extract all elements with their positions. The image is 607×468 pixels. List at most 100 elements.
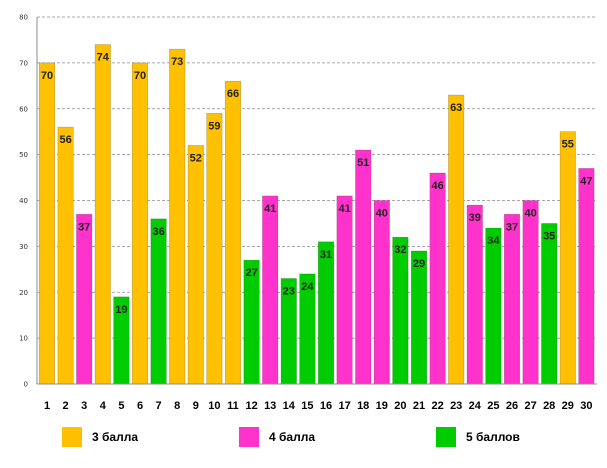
data-label-17: 41 <box>338 203 350 215</box>
x-tick-label-14: 14 <box>283 400 296 412</box>
x-tick-label-25: 25 <box>487 400 499 412</box>
bar-11 <box>224 80 242 385</box>
data-label-25: 34 <box>487 235 500 247</box>
bar-6 <box>131 62 149 385</box>
bar-30 <box>578 168 595 385</box>
x-tick-label-3: 3 <box>81 400 87 412</box>
legend-item-3: 3 балла <box>62 427 138 447</box>
data-label-13: 41 <box>264 203 276 215</box>
bar-4 <box>94 44 111 385</box>
data-label-2: 56 <box>59 134 71 146</box>
x-tick-label-11: 11 <box>227 400 239 412</box>
x-tick-label-8: 8 <box>174 400 180 412</box>
y-tick-label: 40 <box>19 197 28 205</box>
data-label-10: 59 <box>208 120 220 132</box>
bar-1 <box>38 62 56 385</box>
x-tick-label-5: 5 <box>118 400 124 412</box>
bar-21 <box>410 250 428 385</box>
x-tick-label-2: 2 <box>63 400 69 412</box>
bar-26 <box>503 213 521 385</box>
data-label-23: 63 <box>450 102 462 114</box>
legend-label-4: 4 балла <box>269 430 316 444</box>
y-tick-label: 50 <box>19 151 28 159</box>
x-tick-label-15: 15 <box>301 400 313 412</box>
data-label-5: 19 <box>115 304 127 316</box>
y-tick-label: 70 <box>19 59 28 67</box>
data-label-4: 74 <box>97 52 110 64</box>
data-label-9: 52 <box>190 152 202 164</box>
x-tick-label-27: 27 <box>524 400 536 412</box>
x-tick-label-9: 9 <box>193 400 199 412</box>
data-label-16: 31 <box>320 249 332 261</box>
x-tick-label-28: 28 <box>543 400 555 412</box>
data-label-20: 32 <box>394 244 406 256</box>
legend-item-5: 5 баллов <box>436 427 520 447</box>
data-label-11: 66 <box>227 88 239 100</box>
y-axis: 0 10 20 30 40 50 60 70 80 <box>19 14 38 389</box>
x-tick-label-18: 18 <box>357 400 369 412</box>
bar-17 <box>336 195 353 385</box>
bar-7 <box>150 218 167 385</box>
legend-swatch-4 <box>239 427 259 447</box>
x-tick-label-1: 1 <box>44 400 50 412</box>
x-tick-label-19: 19 <box>376 400 388 412</box>
data-label-21: 29 <box>413 258 425 270</box>
bar-2 <box>57 126 74 385</box>
x-tick-label-30: 30 <box>580 400 592 412</box>
data-label-26: 37 <box>506 221 518 233</box>
x-tick-label-22: 22 <box>431 400 443 412</box>
data-label-27: 40 <box>524 208 536 220</box>
y-tick-label: 10 <box>19 335 28 343</box>
data-label-28: 35 <box>543 230 555 242</box>
data-label-14: 23 <box>283 285 295 297</box>
legend-item-4: 4 балла <box>239 427 315 447</box>
legend-swatch-5 <box>436 427 456 447</box>
bar-24 <box>466 204 483 385</box>
bar-23 <box>448 94 465 385</box>
bars: 70 56 37 74 19 70 36 73 52 59 66 27 41 23 24 31 41 51 40 32… <box>38 44 595 385</box>
y-tick-label: 20 <box>19 289 28 297</box>
bar-25 <box>485 227 502 385</box>
data-label-30: 47 <box>580 175 592 187</box>
x-tick-label-26: 26 <box>506 400 518 412</box>
legend-swatch-3 <box>62 427 82 447</box>
x-tick-label-24: 24 <box>469 400 482 412</box>
bar-27 <box>522 200 539 385</box>
x-tick-label-29: 29 <box>562 400 574 412</box>
bar-29 <box>559 131 576 385</box>
data-label-15: 24 <box>301 281 314 293</box>
x-tick-label-23: 23 <box>450 400 462 412</box>
bar-9 <box>187 145 204 385</box>
x-tick-label-21: 21 <box>413 400 425 412</box>
grid-lines <box>37 16 597 339</box>
bar-19 <box>373 200 390 385</box>
data-label-3: 37 <box>78 221 90 233</box>
data-label-1: 70 <box>41 70 53 82</box>
x-tick-label-10: 10 <box>208 400 220 412</box>
y-tick-label: 60 <box>19 105 28 113</box>
bar-8 <box>169 48 186 385</box>
bar-13 <box>262 195 279 385</box>
data-label-22: 46 <box>431 180 443 192</box>
x-tick-label-12: 12 <box>245 400 257 412</box>
bar-20 <box>392 236 409 385</box>
data-label-29: 55 <box>562 139 574 151</box>
x-axis: 1 2 3 4 5 6 7 8 9 10 11 12 13 14 15 16 17 18 19 20 21 22 23 24 2… <box>37 383 597 412</box>
legend-label-3: 3 балла <box>92 430 139 444</box>
x-tick-label-16: 16 <box>320 400 332 412</box>
bar-22 <box>429 172 446 385</box>
x-tick-label-20: 20 <box>394 400 406 412</box>
data-label-24: 39 <box>469 212 481 224</box>
x-tick-label-4: 4 <box>100 400 107 412</box>
bar-18 <box>355 149 372 385</box>
legend-label-5: 5 баллов <box>466 430 520 444</box>
y-tick-label: 0 <box>24 381 28 389</box>
bar-28 <box>541 223 558 385</box>
data-label-18: 51 <box>357 157 369 169</box>
y-tick-label: 30 <box>19 243 28 251</box>
bar-3 <box>76 213 93 385</box>
bar-10 <box>206 113 223 385</box>
x-tick-label-6: 6 <box>137 400 143 412</box>
x-tick-label-7: 7 <box>156 400 162 412</box>
